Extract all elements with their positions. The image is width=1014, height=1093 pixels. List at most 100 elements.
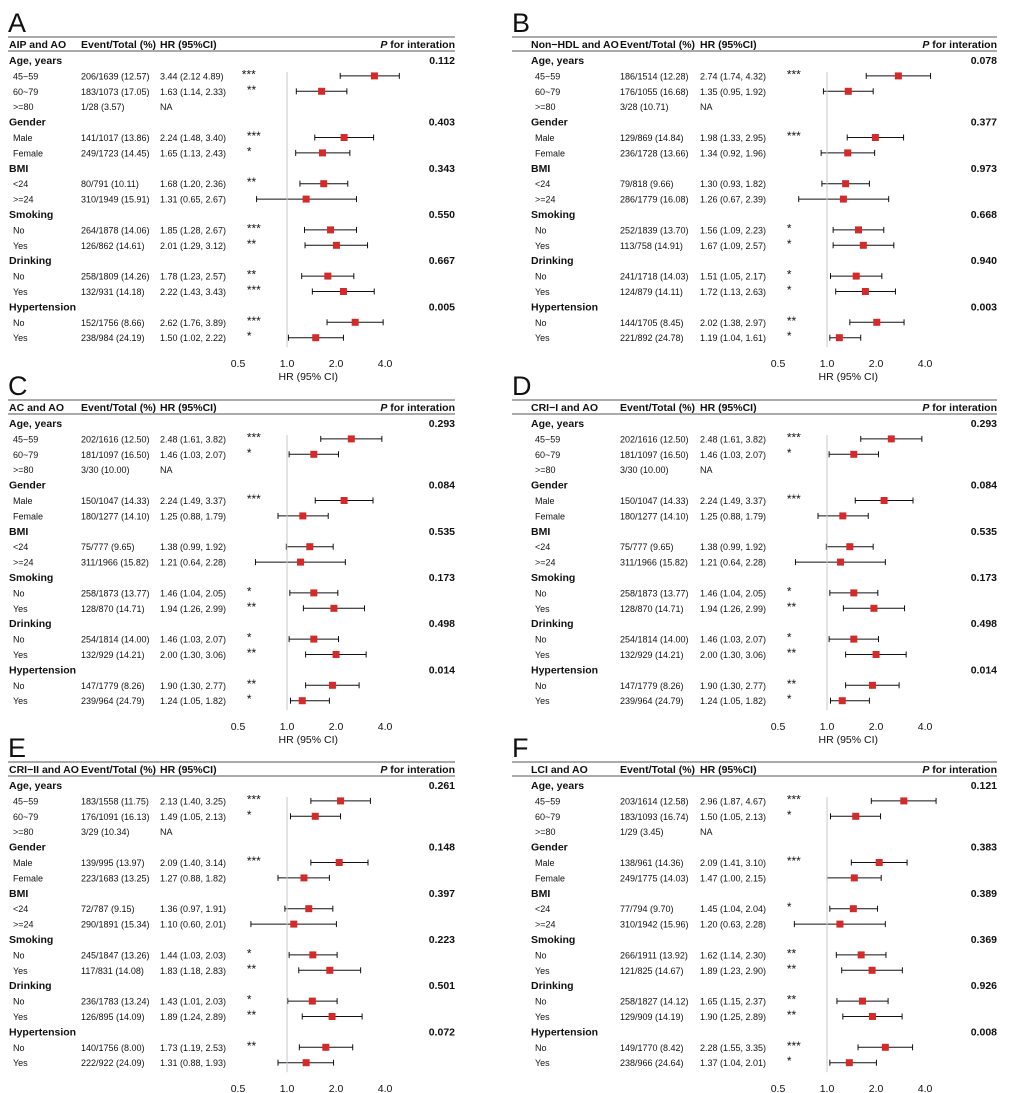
hr-point bbox=[310, 589, 318, 597]
row-event-total: 311/1966 (15.82) bbox=[81, 558, 149, 568]
row-event-total: 183/1073 (17.05) bbox=[81, 87, 150, 97]
x-tick-label: 0.5 bbox=[771, 1083, 786, 1093]
row-hr-text: 2.13 (1.40, 3.25) bbox=[160, 796, 226, 806]
hr-point bbox=[309, 951, 317, 959]
row-label: 60~79 bbox=[535, 87, 560, 97]
row-label: Yes bbox=[535, 696, 550, 706]
row-label: Female bbox=[535, 511, 565, 521]
row-event-total: 128/870 (14.71) bbox=[620, 604, 684, 614]
row-event-total: 290/1891 (15.34) bbox=[81, 920, 150, 930]
row-event-total: 80/791 (10.11) bbox=[81, 179, 139, 189]
row-hr-text: 2.02 (1.38, 2.97) bbox=[700, 318, 766, 328]
significance-stars: * bbox=[247, 993, 252, 1007]
significance-stars: ** bbox=[787, 646, 797, 660]
significance-stars: ** bbox=[247, 83, 257, 97]
column-header-event: Event/Total (%) bbox=[620, 402, 695, 414]
row-hr-text: 1.43 (1.01, 2.03) bbox=[160, 997, 226, 1007]
x-tick-label: 4.0 bbox=[918, 1083, 933, 1093]
group-heading: Age, years bbox=[531, 55, 584, 67]
row-label: >=24 bbox=[535, 920, 556, 930]
row-event-total: 150/1047 (14.33) bbox=[620, 496, 689, 506]
panel-letter: B bbox=[512, 8, 530, 38]
row-hr-text: 1.36 (0.97, 1.91) bbox=[160, 904, 226, 914]
p-rest: for interation bbox=[929, 402, 997, 414]
row-label: No bbox=[535, 997, 547, 1007]
p-interaction-value: 0.926 bbox=[971, 980, 997, 992]
p-interaction-value: 0.173 bbox=[429, 572, 455, 584]
row-event-total: 3/29 (10.34) bbox=[81, 827, 130, 837]
row-event-total: 239/964 (24.79) bbox=[620, 696, 684, 706]
group-heading: Age, years bbox=[531, 780, 584, 792]
row-hr-text: 1.50 (1.05, 2.13) bbox=[700, 812, 766, 822]
row-label: 60~79 bbox=[13, 87, 38, 97]
column-header-p-interaction: P for interation bbox=[380, 39, 455, 51]
group-heading: BMI bbox=[9, 526, 28, 538]
row-hr-text: NA bbox=[160, 827, 173, 837]
panel-letter: C bbox=[8, 371, 28, 401]
hr-point bbox=[861, 288, 869, 295]
row-label: No bbox=[13, 635, 25, 645]
row-event-total: 181/1097 (16.50) bbox=[620, 450, 689, 460]
significance-stars: *** bbox=[247, 283, 261, 297]
group-heading: Hypertension bbox=[9, 1026, 76, 1038]
row-label: <24 bbox=[13, 542, 28, 552]
p-interaction-value: 0.014 bbox=[429, 664, 455, 676]
x-tick-label: 0.5 bbox=[771, 721, 786, 733]
significance-stars: ** bbox=[787, 1008, 797, 1022]
row-event-total: 222/922 (24.09) bbox=[81, 1058, 145, 1068]
group-heading: Gender bbox=[531, 117, 568, 129]
row-hr-text: 1.26 (0.67, 2.39) bbox=[700, 195, 766, 205]
column-header-event: Event/Total (%) bbox=[81, 39, 156, 51]
row-hr-text: 1.90 (1.25, 2.89) bbox=[700, 1012, 766, 1022]
hr-point bbox=[835, 334, 843, 342]
p-interaction-value: 0.389 bbox=[971, 888, 997, 900]
hr-point bbox=[872, 651, 880, 658]
group-heading: Age, years bbox=[9, 780, 62, 792]
hr-point bbox=[852, 812, 860, 820]
row-hr-text: 1.46 (1.03, 2.07) bbox=[160, 635, 226, 645]
p-rest: for interation bbox=[929, 39, 997, 51]
hr-point bbox=[844, 149, 852, 157]
row-hr-text: 2.48 (1.61, 3.82) bbox=[700, 434, 766, 444]
row-event-total: 239/964 (24.79) bbox=[81, 696, 145, 706]
row-label: >=24 bbox=[13, 558, 34, 568]
hr-point bbox=[297, 558, 305, 566]
hr-point bbox=[875, 859, 883, 866]
hr-point bbox=[347, 435, 355, 443]
hr-point bbox=[318, 87, 326, 95]
hr-point bbox=[290, 920, 298, 928]
panel-title: Non−HDL and AO bbox=[531, 39, 619, 51]
column-header-p-interaction: P for interation bbox=[380, 764, 455, 776]
group-heading: Smoking bbox=[9, 934, 53, 946]
panel-letter: F bbox=[512, 733, 529, 763]
row-event-total: 258/1827 (14.12) bbox=[620, 997, 689, 1007]
row-label: No bbox=[535, 225, 547, 235]
x-axis-label: HR (95% CI) bbox=[279, 734, 339, 746]
x-tick-label: 2.0 bbox=[329, 358, 344, 370]
p-interaction-value: 0.403 bbox=[429, 117, 455, 129]
hr-point bbox=[330, 604, 338, 612]
row-event-total: 258/1873 (13.77) bbox=[620, 588, 689, 598]
row-hr-text: 1.38 (0.99, 1.92) bbox=[700, 542, 766, 552]
significance-stars: * bbox=[247, 584, 252, 598]
row-label: <24 bbox=[13, 904, 28, 914]
row-hr-text: 2.24 (1.48, 3.40) bbox=[160, 133, 226, 143]
row-label: Male bbox=[535, 496, 555, 506]
p-interaction-value: 0.173 bbox=[971, 572, 997, 584]
row-hr-text: 2.09 (1.40, 3.14) bbox=[160, 858, 226, 868]
row-event-total: 180/1277 (14.10) bbox=[81, 511, 150, 521]
hr-point bbox=[870, 604, 878, 612]
hr-point bbox=[332, 651, 340, 658]
row-hr-text: 2.24 (1.49, 3.37) bbox=[160, 496, 226, 506]
x-tick-label: 1.0 bbox=[280, 721, 295, 733]
group-heading: Drinking bbox=[9, 618, 52, 630]
row-label: Yes bbox=[535, 333, 550, 343]
hr-point bbox=[845, 1059, 853, 1067]
significance-stars: * bbox=[247, 946, 252, 960]
row-hr-text: 1.85 (1.28, 2.67) bbox=[160, 225, 226, 235]
row-label: No bbox=[13, 950, 25, 960]
row-label: >=80 bbox=[13, 102, 34, 112]
row-event-total: 238/966 (24.64) bbox=[620, 1058, 684, 1068]
